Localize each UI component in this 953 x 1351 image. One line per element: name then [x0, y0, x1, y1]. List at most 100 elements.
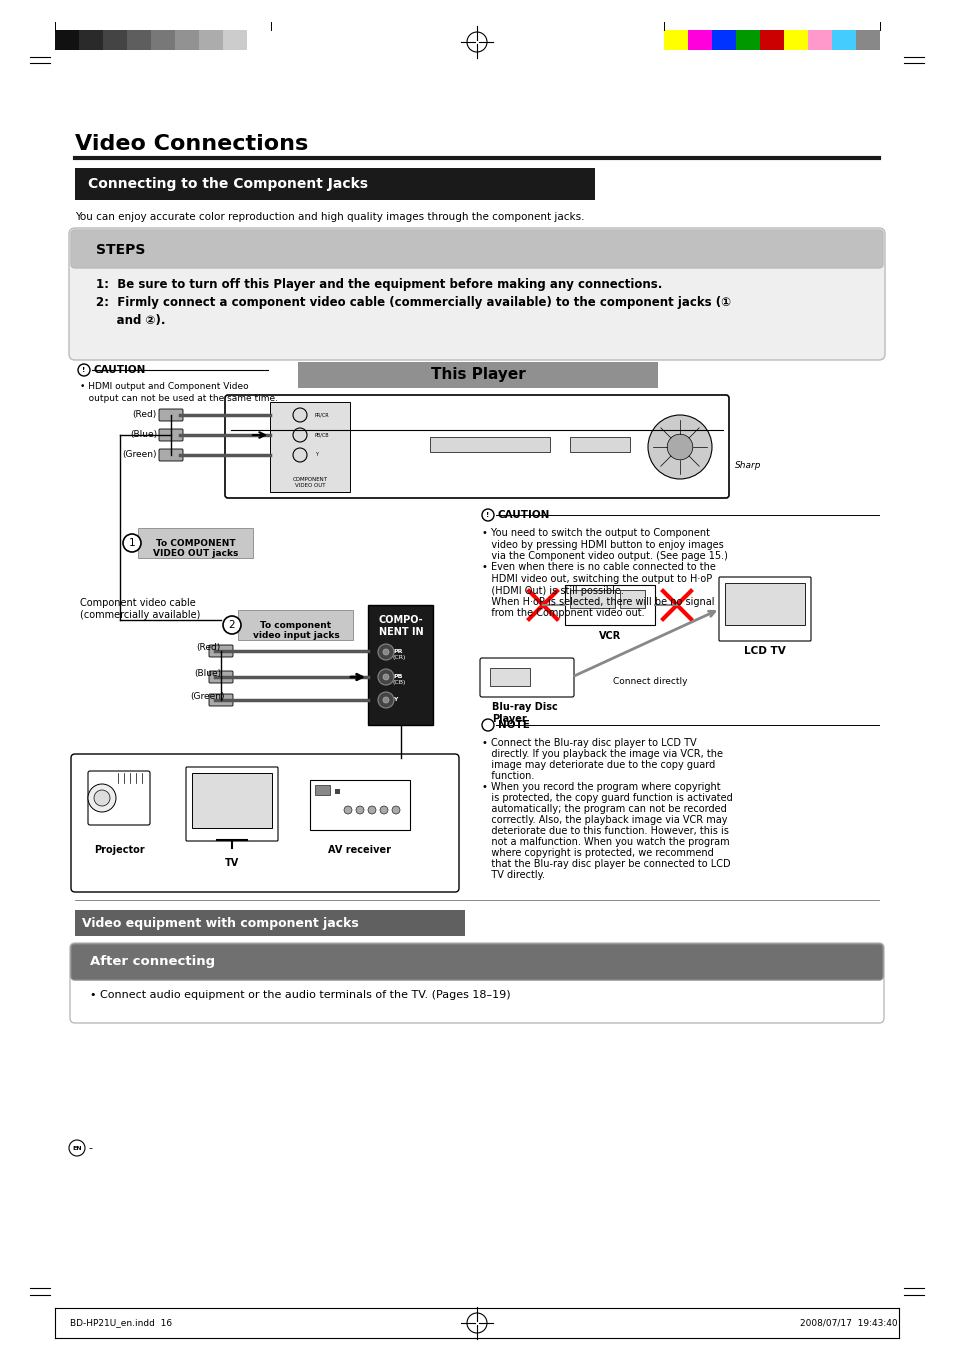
Text: (Green): (Green)	[122, 450, 157, 459]
Text: (commercially available): (commercially available)	[80, 611, 200, 620]
Text: VCR: VCR	[598, 631, 620, 640]
Text: 1:  Be sure to turn off this Player and the equipment before making any connecti: 1: Be sure to turn off this Player and t…	[96, 278, 661, 290]
Bar	[855, 30, 879, 50]
Bar	[247, 30, 271, 50]
Circle shape	[392, 807, 399, 815]
Bar	[569, 436, 629, 453]
Bar	[569, 590, 615, 608]
Text: and ②).: and ②).	[96, 313, 165, 327]
Text: (Blue): (Blue)	[194, 669, 221, 678]
Text: You can enjoy accurate color reproduction and high quality images through the co: You can enjoy accurate color reproductio…	[75, 212, 584, 222]
Text: To COMPONENT: To COMPONENT	[156, 539, 235, 547]
FancyBboxPatch shape	[159, 449, 183, 461]
Bar	[807, 30, 831, 50]
Text: Projector: Projector	[93, 844, 144, 855]
Circle shape	[379, 807, 388, 815]
Bar	[314, 785, 330, 794]
Bar	[103, 30, 127, 50]
Text: HDMI video out, switching the output to H·oP: HDMI video out, switching the output to …	[481, 574, 712, 584]
Text: video input jacks: video input jacks	[253, 631, 339, 639]
FancyBboxPatch shape	[159, 409, 183, 422]
Bar	[151, 30, 174, 50]
Text: PB: PB	[393, 674, 402, 680]
Text: via the Component video output. (See page 15.): via the Component video output. (See pag…	[481, 551, 727, 561]
Text: 1: 1	[129, 538, 135, 549]
Text: TV directly.: TV directly.	[481, 870, 544, 880]
FancyBboxPatch shape	[69, 228, 884, 359]
Circle shape	[382, 648, 389, 655]
Bar	[619, 590, 644, 608]
Text: 2:  Firmly connect a component video cable (commercially available) to the compo: 2: Firmly connect a component video cabl…	[96, 296, 730, 309]
Text: not a malfunction. When you watch the program: not a malfunction. When you watch the pr…	[481, 838, 729, 847]
Text: CAUTION: CAUTION	[94, 365, 146, 376]
Bar	[663, 30, 687, 50]
Text: STEPS: STEPS	[96, 243, 145, 257]
Text: (Red): (Red)	[132, 411, 157, 420]
Text: To component: To component	[260, 620, 332, 630]
Text: • Even when there is no cable connected to the: • Even when there is no cable connected …	[481, 562, 715, 573]
Circle shape	[382, 697, 389, 703]
Text: !: !	[82, 367, 86, 373]
FancyBboxPatch shape	[71, 230, 882, 267]
Bar	[564, 585, 655, 626]
Text: (CB): (CB)	[393, 680, 406, 685]
Text: • Connect audio equipment or the audio terminals of the TV. (Pages 18–19): • Connect audio equipment or the audio t…	[90, 990, 510, 1000]
Bar	[174, 30, 199, 50]
Circle shape	[377, 644, 394, 661]
Text: This Player: This Player	[430, 367, 525, 382]
Text: VIDEO OUT: VIDEO OUT	[294, 484, 325, 488]
FancyBboxPatch shape	[719, 577, 810, 640]
FancyBboxPatch shape	[71, 944, 882, 979]
Bar	[687, 30, 711, 50]
Bar	[335, 789, 339, 794]
Bar	[297, 362, 658, 388]
Text: When H·oP is selected, there will be no signal: When H·oP is selected, there will be no …	[481, 597, 714, 607]
Text: 2: 2	[229, 620, 235, 630]
Text: function.: function.	[481, 771, 534, 781]
Text: Blu-ray Disc: Blu-ray Disc	[492, 703, 558, 712]
Circle shape	[94, 790, 110, 807]
Text: deteriorate due to this function. However, this is: deteriorate due to this function. Howeve…	[481, 825, 728, 836]
Text: from the Component video out.: from the Component video out.	[481, 608, 644, 619]
FancyBboxPatch shape	[209, 671, 233, 684]
Circle shape	[223, 616, 241, 634]
Text: directly. If you playback the image via VCR, the: directly. If you playback the image via …	[481, 748, 722, 759]
Text: COMPONENT: COMPONENT	[293, 477, 327, 482]
Text: CAUTION: CAUTION	[497, 509, 550, 520]
Text: (CR): (CR)	[393, 655, 406, 661]
Text: (HDMI Out) is still possible.: (HDMI Out) is still possible.	[481, 585, 623, 596]
Circle shape	[355, 807, 364, 815]
Circle shape	[382, 674, 389, 680]
Text: is protected, the copy guard function is activated: is protected, the copy guard function is…	[481, 793, 732, 802]
Circle shape	[293, 449, 307, 462]
FancyBboxPatch shape	[70, 943, 883, 1023]
Bar	[735, 30, 760, 50]
Circle shape	[88, 784, 116, 812]
Bar	[270, 403, 350, 492]
Text: automatically; the program can not be recorded: automatically; the program can not be re…	[481, 804, 726, 815]
Text: (Green): (Green)	[191, 692, 225, 701]
Bar	[783, 30, 807, 50]
Text: where copyright is protected, we recommend: where copyright is protected, we recomme…	[481, 848, 713, 858]
Text: • HDMI output and Component Video: • HDMI output and Component Video	[80, 382, 249, 390]
Text: Sharp: Sharp	[734, 461, 760, 470]
Bar	[75, 911, 464, 936]
Bar	[760, 30, 783, 50]
Circle shape	[377, 692, 394, 708]
Bar	[831, 30, 855, 50]
Text: Connect directly: Connect directly	[612, 677, 686, 686]
Circle shape	[377, 669, 394, 685]
Text: NOTE: NOTE	[497, 720, 529, 730]
Text: After connecting: After connecting	[90, 955, 214, 969]
Bar	[127, 30, 151, 50]
Text: VIDEO OUT jacks: VIDEO OUT jacks	[153, 549, 238, 558]
Text: • You need to switch the output to Component: • You need to switch the output to Compo…	[481, 528, 709, 538]
Text: (Red): (Red)	[195, 643, 220, 653]
Text: AV receiver: AV receiver	[328, 844, 391, 855]
Bar	[724, 584, 804, 626]
Text: PR/CR: PR/CR	[314, 412, 330, 417]
Text: BD-HP21U_en.indd  16: BD-HP21U_en.indd 16	[70, 1319, 172, 1328]
FancyBboxPatch shape	[159, 430, 183, 440]
Text: EN: EN	[72, 1146, 82, 1151]
Text: -: -	[88, 1143, 91, 1152]
